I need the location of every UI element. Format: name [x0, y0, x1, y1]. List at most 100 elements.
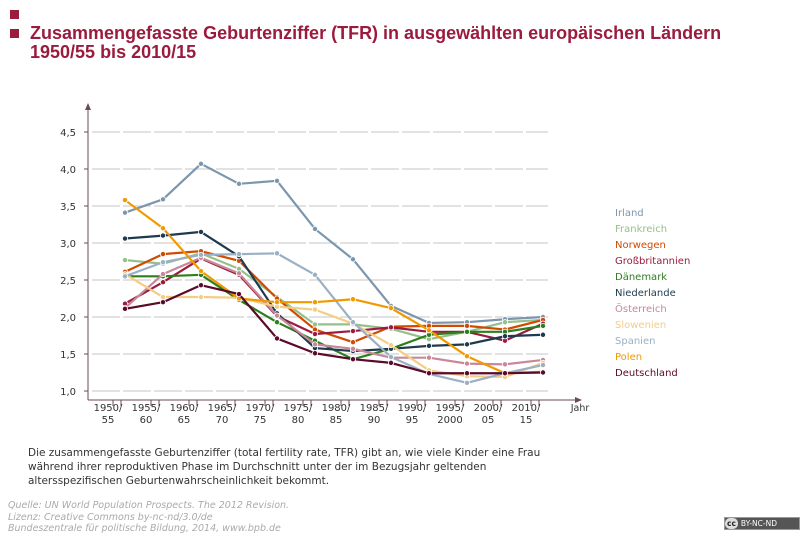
data-point	[463, 328, 470, 335]
data-point	[197, 268, 204, 275]
data-point	[235, 251, 242, 258]
x-axis-arrow-icon	[575, 397, 582, 403]
data-point	[501, 333, 508, 340]
legend-item: Großbritannien	[615, 256, 690, 267]
data-point	[463, 322, 470, 329]
x-tick-label: 90	[368, 415, 381, 426]
data-point	[273, 250, 280, 257]
data-point	[273, 177, 280, 184]
data-point	[540, 369, 547, 376]
y-tick-label: 4,0	[60, 165, 76, 176]
data-point	[159, 196, 166, 203]
cc-license-badge[interactable]: cc BY-NC-ND	[724, 517, 800, 530]
x-tick-label: 1960/	[170, 403, 199, 414]
data-point	[273, 299, 280, 306]
legend-item: Deutschland	[615, 368, 678, 379]
legend-item: Niederlande	[615, 288, 676, 299]
data-point	[159, 225, 166, 232]
legend-item: Frankreich	[615, 224, 667, 235]
x-tick-label: 1970/	[246, 403, 275, 414]
chart-title: Zusammengefasste Geburtenziffer (TFR) in…	[30, 23, 722, 62]
data-point	[463, 379, 470, 386]
data-point	[425, 342, 432, 349]
x-tick-label: 1980/	[322, 403, 351, 414]
data-point	[349, 328, 356, 335]
y-tick-label: 1,5	[60, 350, 76, 361]
data-point	[235, 270, 242, 277]
data-point	[311, 341, 318, 348]
x-tick-label: 1965/	[208, 403, 237, 414]
data-point	[311, 306, 318, 313]
data-point	[197, 282, 204, 289]
data-point	[122, 197, 129, 204]
y-tick-label: 3,0	[60, 239, 76, 250]
data-point	[425, 354, 432, 361]
publisher-line: Bundeszentrale für politische Bildung, 2…	[8, 523, 281, 534]
data-point	[349, 345, 356, 352]
data-point	[501, 370, 508, 377]
data-point	[197, 294, 204, 301]
data-point	[311, 331, 318, 338]
data-point	[235, 180, 242, 187]
legend-item: Österreich	[615, 302, 667, 315]
data-point	[349, 319, 356, 326]
data-point	[197, 251, 204, 258]
data-point	[463, 370, 470, 377]
y-tick-label: 2,0	[60, 313, 76, 324]
legend-item: Norwegen	[615, 240, 666, 251]
data-point	[122, 305, 129, 312]
x-tick-label: 70	[216, 415, 229, 426]
y-tick-label: 1,0	[60, 387, 76, 398]
data-point	[463, 341, 470, 348]
series-line-norwegen	[124, 250, 544, 344]
data-point	[311, 321, 318, 328]
cc-icon: cc	[725, 518, 738, 529]
data-point	[349, 356, 356, 363]
series-line-österreich	[124, 256, 544, 366]
data-point	[159, 279, 166, 286]
data-point	[540, 362, 547, 369]
data-point	[349, 256, 356, 263]
source-line: Quelle: UN World Population Prospects. T…	[8, 500, 290, 511]
data-point	[540, 322, 547, 329]
data-point	[159, 251, 166, 258]
chart-note: Die zusammengefasste Geburtenziffer (tot…	[28, 447, 541, 487]
data-point	[311, 299, 318, 306]
data-point	[197, 228, 204, 235]
x-tick-label: 1990/	[398, 403, 427, 414]
x-tick-label: 05	[482, 415, 495, 426]
legend-item: Polen	[615, 352, 642, 363]
data-point	[273, 335, 280, 342]
x-tick-label: 65	[178, 415, 191, 426]
x-tick-label: 95	[406, 415, 419, 426]
data-point	[311, 225, 318, 232]
data-point	[197, 160, 204, 167]
x-tick-label: 1975/	[284, 403, 313, 414]
title-marker-icon	[10, 10, 19, 19]
data-point	[387, 342, 394, 349]
x-tick-label: 1985/	[360, 403, 389, 414]
data-point	[387, 324, 394, 331]
title-marker-icon	[10, 29, 19, 38]
data-point	[311, 271, 318, 278]
data-point	[122, 235, 129, 242]
x-tick-label: 60	[140, 415, 153, 426]
data-point	[159, 271, 166, 278]
data-point	[425, 327, 432, 334]
data-point	[463, 353, 470, 360]
series-line-slowenien	[124, 273, 544, 379]
series-line-polen	[124, 199, 544, 375]
data-point	[159, 259, 166, 266]
data-point	[159, 299, 166, 306]
license-line: Lizenz: Creative Commons by-nc-nd/3.0/de	[8, 511, 213, 523]
data-point	[540, 331, 547, 338]
y-axis-arrow-icon	[85, 103, 91, 110]
x-tick-label: 80	[292, 415, 305, 426]
data-point	[349, 339, 356, 346]
data-point	[122, 273, 129, 280]
data-point	[311, 350, 318, 357]
data-point	[159, 294, 166, 301]
y-tick-label: 2,5	[60, 276, 76, 287]
data-point	[159, 232, 166, 239]
